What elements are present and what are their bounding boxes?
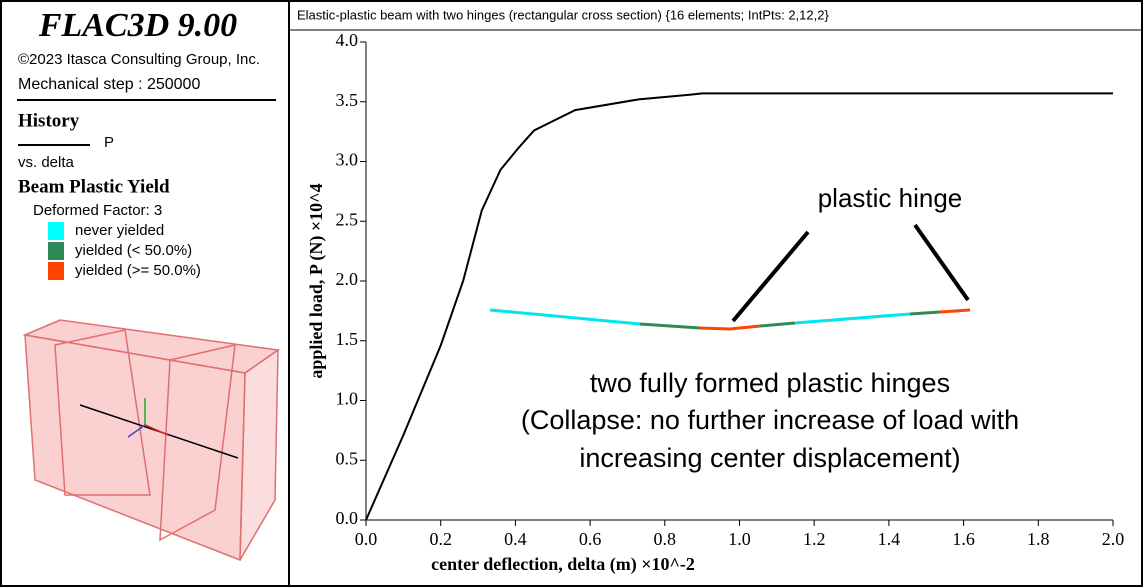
x-tick-label: 1.6 — [952, 529, 975, 549]
x-tick-label: 2.0 — [1102, 529, 1125, 549]
history-title: History — [18, 110, 80, 131]
y-tick-label: 0.0 — [336, 508, 359, 528]
x-tick-label: 1.4 — [878, 529, 901, 549]
legend-swatch — [48, 242, 64, 260]
y-axis-label: applied load, P (N) ×10^4 — [306, 183, 327, 378]
annotation: (Collapse: no further increase of load w… — [521, 405, 1019, 435]
legend: never yielded yielded (< 50.0%) yielded (>… — [48, 222, 201, 280]
x-tick-label: 0.4 — [504, 529, 527, 549]
x-tick-label: 0.2 — [429, 529, 452, 549]
y-tick-label: 2.0 — [336, 269, 359, 289]
yield-title: Beam Plastic Yield — [18, 176, 170, 197]
legend-swatch — [48, 222, 64, 240]
annotation: two fully formed plastic hinges — [590, 368, 950, 398]
factor: Deformed Factor: 3 — [33, 202, 162, 219]
history-vs: vs. delta — [18, 154, 75, 171]
beam-shape — [489, 308, 971, 331]
y-tick-label: 1.0 — [336, 389, 359, 409]
x-tick-label: 0.6 — [579, 529, 602, 549]
y-tick-label: 1.5 — [336, 329, 359, 349]
legend-label: yielded (>= 50.0%) — [75, 262, 201, 279]
chart-title: Elastic-plastic beam with two hinges (re… — [297, 7, 829, 22]
x-tick-label: 1.0 — [728, 529, 751, 549]
history-series: P — [104, 134, 114, 151]
hinge-pointer — [731, 230, 810, 323]
y-tick-label: 4.0 — [336, 30, 359, 50]
legend-label: never yielded — [75, 222, 164, 239]
legend-label: yielded (< 50.0%) — [75, 242, 192, 259]
annotation: increasing center displacement) — [579, 443, 960, 473]
x-tick-label: 1.8 — [1027, 529, 1050, 549]
app-title: FLAC3D 9.00 — [38, 7, 237, 44]
x-tick-label: 1.2 — [803, 529, 826, 549]
y-tick-label: 0.5 — [336, 448, 359, 468]
copyright: ©2023 Itasca Consulting Group, Inc. — [18, 51, 260, 68]
annotation: plastic hinge — [818, 183, 963, 213]
y-tick-label: 2.5 — [336, 209, 359, 229]
y-tick-label: 3.5 — [336, 90, 359, 110]
step: Mechanical step : 250000 — [18, 76, 200, 93]
x-tick-label: 0.8 — [654, 529, 677, 549]
x-tick-label: 0.0 — [355, 529, 378, 549]
series-line — [365, 92, 1113, 521]
legend-swatch — [48, 262, 64, 280]
y-tick-label: 3.0 — [336, 150, 359, 170]
hinge-pointer — [913, 223, 970, 302]
model-view — [22, 319, 281, 562]
x-axis-label: center deflection, delta (m) ×10^-2 — [431, 554, 695, 575]
